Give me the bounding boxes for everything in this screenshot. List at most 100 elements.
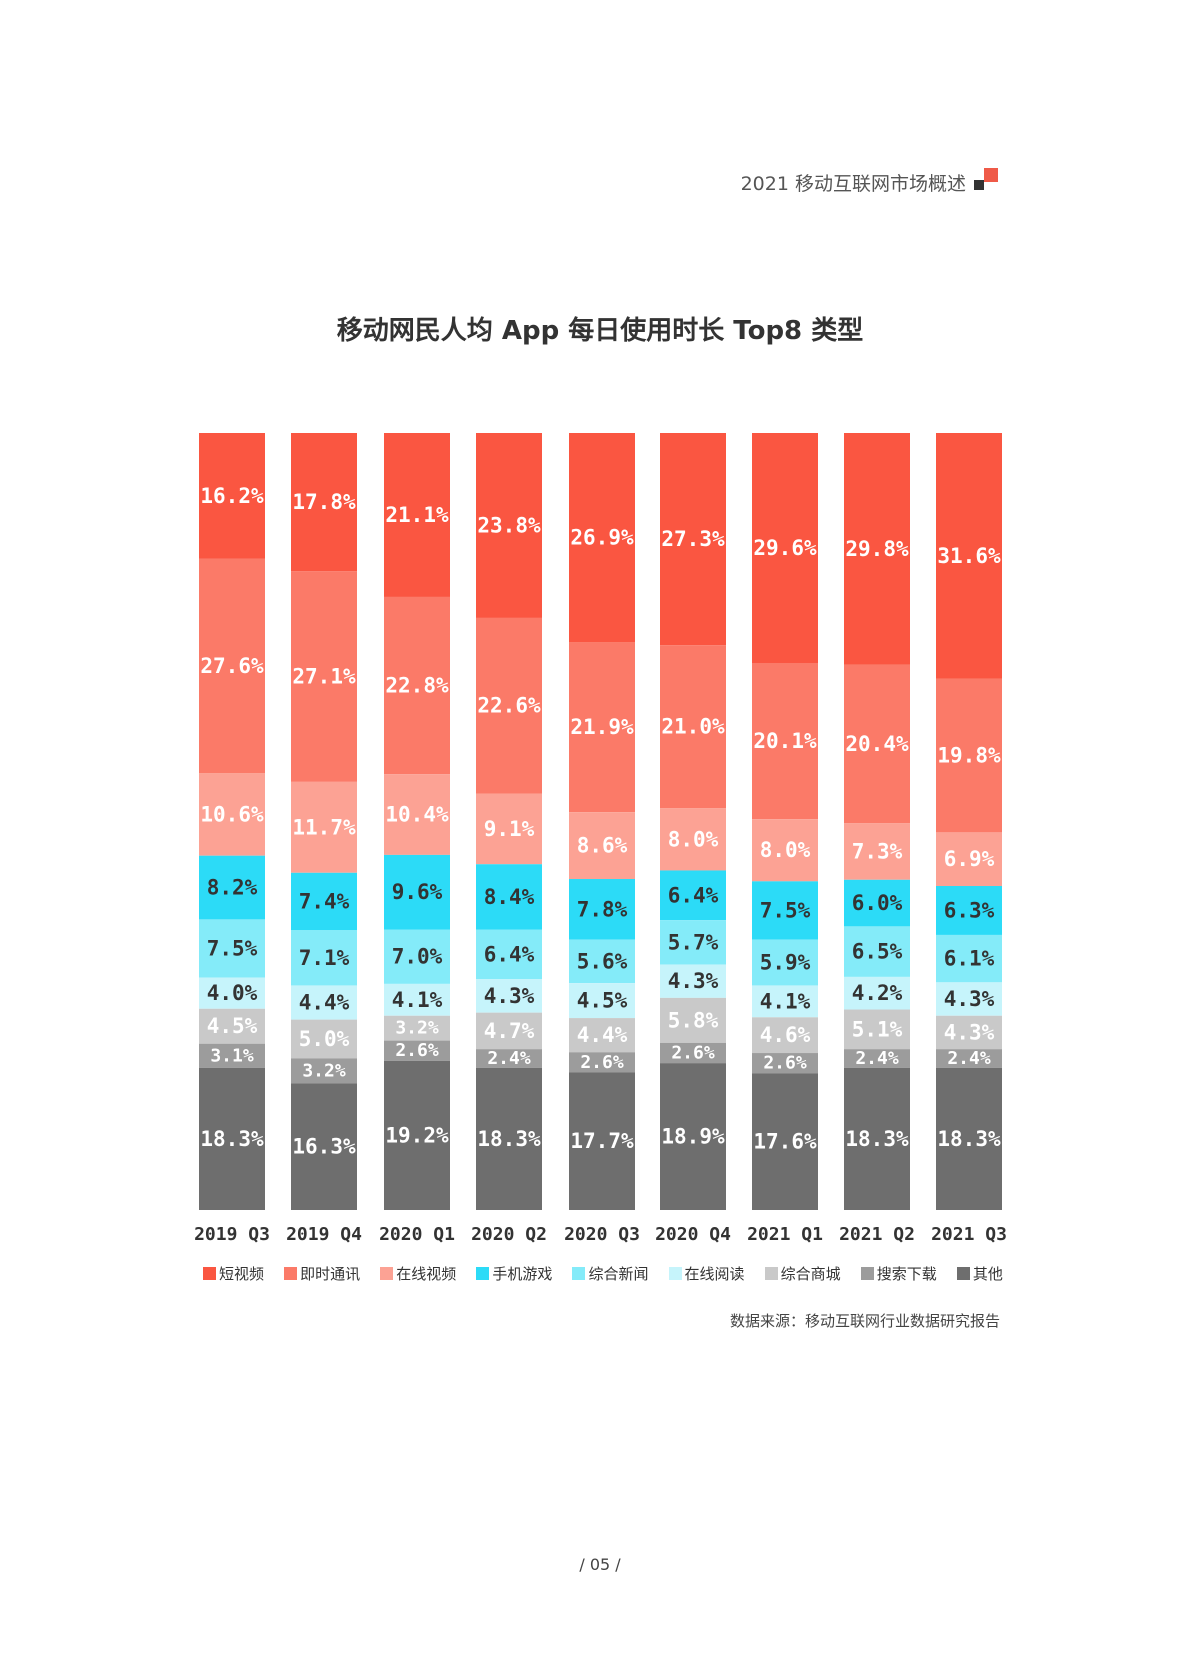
bar-segment bbox=[844, 1049, 910, 1068]
bar-segment bbox=[660, 433, 726, 646]
legend-label: 手机游戏 bbox=[492, 1265, 553, 1283]
bar-value-label: 2.6% bbox=[580, 1052, 624, 1073]
bar-value-label: 29.6% bbox=[753, 536, 817, 560]
bar-segment bbox=[844, 664, 910, 824]
bar-value-label: 4.6% bbox=[760, 1023, 811, 1047]
bar-segment bbox=[936, 678, 1002, 833]
bar-segment bbox=[384, 1040, 450, 1061]
bar-segment bbox=[199, 977, 265, 1009]
page-header: 2021 移动互联网市场概述 bbox=[741, 168, 1000, 196]
bar-value-label: 5.9% bbox=[760, 951, 811, 975]
bar-value-label: 9.6% bbox=[392, 880, 443, 904]
bar-value-label: 8.4% bbox=[484, 885, 535, 909]
bar-value-label: 3.2% bbox=[395, 1018, 439, 1039]
bar-segment bbox=[476, 793, 542, 865]
bar-value-label: 6.4% bbox=[668, 883, 719, 907]
bar-segment bbox=[752, 939, 818, 986]
bar-value-label: 11.7% bbox=[292, 815, 356, 839]
bar-segment bbox=[569, 433, 635, 643]
bar-segment bbox=[569, 1052, 635, 1073]
legend-label: 即时通讯 bbox=[300, 1265, 361, 1283]
bar-value-label: 16.3% bbox=[292, 1135, 356, 1159]
legend-swatch bbox=[380, 1267, 394, 1280]
bar-segment bbox=[569, 642, 635, 813]
bar-segment bbox=[660, 997, 726, 1043]
bar-value-label: 18.9% bbox=[661, 1125, 725, 1149]
legend-item: 综合商城 bbox=[764, 1263, 841, 1284]
bar-segment bbox=[384, 596, 450, 775]
x-axis-tick-label: 2020 Q1 bbox=[379, 1224, 455, 1245]
legend-swatch bbox=[668, 1267, 682, 1280]
legend-swatch bbox=[572, 1267, 586, 1280]
bar-segment bbox=[936, 1049, 1002, 1068]
bar-segment bbox=[752, 1053, 818, 1074]
legend-swatch bbox=[860, 1267, 874, 1280]
bar-stack: 31.6% 19.8% 6.9% 6.3% 6.1% 4.3% 4.3% 2.4% 18.3% bbox=[936, 433, 1002, 1210]
bar-segment bbox=[291, 930, 357, 986]
bar-segment bbox=[752, 1017, 818, 1054]
bar-segment bbox=[936, 1015, 1002, 1050]
bar-segment bbox=[844, 1009, 910, 1050]
bar-value-label: 4.3% bbox=[944, 987, 995, 1011]
bar-segment bbox=[199, 1043, 265, 1068]
bar-value-label: 16.2% bbox=[200, 484, 264, 508]
bar-value-label: 17.8% bbox=[292, 490, 356, 514]
bar-stack: 16.2% 27.6% 10.6% 8.2% 7.5% 4.0% 4.5% 3.1% 18.3% bbox=[199, 433, 265, 1210]
bar-stack: 26.9% 21.9% 8.6% 7.8% 5.6% 4.5% 4.4% 2.6% 17.7% bbox=[569, 433, 635, 1210]
bar-segment bbox=[844, 976, 910, 1010]
bar-segment bbox=[291, 872, 357, 931]
bar-value-label: 2.6% bbox=[671, 1043, 715, 1064]
bar-value-label: 4.1% bbox=[392, 988, 443, 1012]
x-axis-tick-label: 2021 Q3 bbox=[931, 1224, 1007, 1245]
legend-label: 综合新闻 bbox=[588, 1265, 649, 1283]
bar-segment bbox=[936, 1067, 1002, 1210]
bar-value-label: 4.4% bbox=[577, 1023, 628, 1047]
bar-segment bbox=[476, 433, 542, 618]
bar-value-label: 18.3% bbox=[845, 1127, 909, 1151]
header-mark-red-square bbox=[984, 168, 998, 182]
page-number: / 05 / bbox=[579, 1555, 621, 1574]
bar-value-label: 8.0% bbox=[760, 838, 811, 862]
bar-value-label: 5.6% bbox=[577, 949, 628, 973]
bar-segment bbox=[384, 1015, 450, 1041]
bar-segment bbox=[569, 983, 635, 1019]
bar-segment bbox=[291, 1019, 357, 1059]
bar-segment bbox=[291, 985, 357, 1020]
bar-value-label: 7.5% bbox=[760, 898, 811, 922]
bar-segment bbox=[752, 985, 818, 1018]
bar-stack: 21.1% 22.8% 10.4% 9.6% 7.0% 4.1% 3.2%2.6% 19.2% bbox=[384, 433, 450, 1210]
legend-item: 即时通讯 bbox=[284, 1263, 360, 1284]
legend-label: 综合商城 bbox=[780, 1265, 841, 1283]
bar-value-label: 7.4% bbox=[299, 890, 350, 914]
bar-value-label: 29.8% bbox=[845, 537, 909, 561]
bar-segment bbox=[384, 433, 450, 597]
header-title: 2021 移动互联网市场概述 bbox=[740, 172, 966, 195]
bar-value-label: 4.3% bbox=[484, 984, 535, 1008]
bar-segment bbox=[384, 854, 450, 930]
bar-segment bbox=[199, 919, 265, 978]
bar-value-label: 2.6% bbox=[763, 1053, 807, 1074]
bar-segment bbox=[752, 662, 818, 820]
legend-label: 在线阅读 bbox=[684, 1265, 745, 1283]
bar-segment bbox=[476, 979, 542, 1013]
bar-segment bbox=[660, 808, 726, 871]
bar-value-label: 22.6% bbox=[477, 694, 541, 718]
bar-value-label: 4.3% bbox=[668, 969, 719, 993]
bar-segment bbox=[936, 433, 1002, 679]
bar-value-label: 7.3% bbox=[852, 839, 903, 863]
bar-segment bbox=[752, 1073, 818, 1210]
bar-value-label: 7.0% bbox=[392, 945, 443, 969]
legend-item: 在线阅读 bbox=[668, 1263, 745, 1284]
bar-value-label: 5.1% bbox=[852, 1017, 903, 1041]
bar-segment bbox=[384, 929, 450, 984]
bar-value-label: 4.7% bbox=[484, 1019, 535, 1043]
bar-value-label: 6.0% bbox=[852, 891, 903, 915]
bar-segment bbox=[936, 982, 1002, 1016]
legend-label: 其他 bbox=[972, 1265, 1003, 1283]
bar-value-label: 3.1% bbox=[210, 1045, 254, 1066]
bar-value-label: 27.1% bbox=[292, 665, 356, 689]
legend-item: 综合新闻 bbox=[572, 1263, 648, 1284]
x-axis-tick-label: 2019 Q3 bbox=[194, 1224, 270, 1245]
bar-segment bbox=[936, 832, 1002, 886]
